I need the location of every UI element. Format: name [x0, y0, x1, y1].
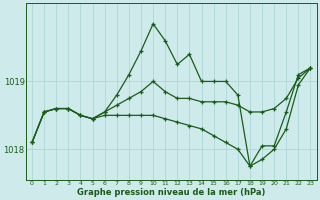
- X-axis label: Graphe pression niveau de la mer (hPa): Graphe pression niveau de la mer (hPa): [77, 188, 266, 197]
